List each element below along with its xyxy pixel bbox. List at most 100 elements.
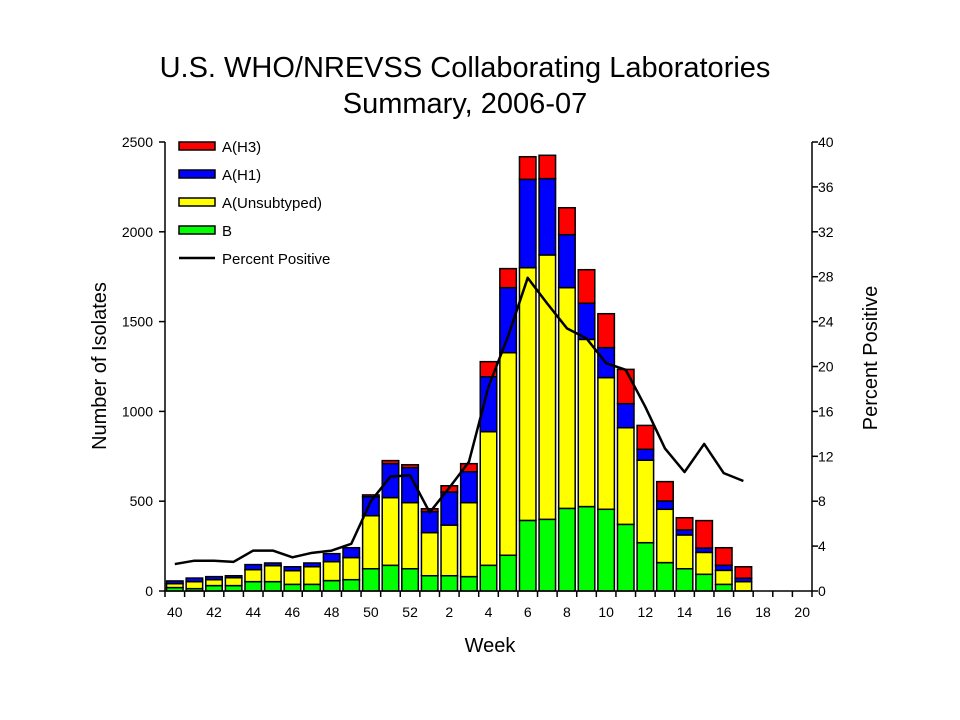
bar-segment-b-wk45 <box>263 580 282 592</box>
bar-segment-a-unsubtyped--wk17 <box>734 580 753 592</box>
y2-tick-label: 12 <box>818 448 834 464</box>
percent-positive-polyline <box>174 276 744 566</box>
bar-segment-a-h1--wk14 <box>675 529 694 536</box>
bar-segment-a-unsubtyped--wk48 <box>322 560 341 582</box>
bar-segment-a-h1--wk44 <box>244 563 263 571</box>
x-tick-label: 14 <box>677 604 693 620</box>
bar-segment-a-h1--wk7 <box>538 177 557 256</box>
y2-tick-label: 20 <box>818 359 834 375</box>
x-tick-label: 46 <box>285 604 301 620</box>
bar-segment-a-h3--wk9 <box>577 268 596 305</box>
bar-segment-a-unsubtyped--wk2 <box>440 524 459 577</box>
bar-segment-a-unsubtyped--wk51 <box>381 496 400 567</box>
x-tick-label: 48 <box>324 604 340 620</box>
bar-segment-b-wk2 <box>440 574 459 592</box>
bar-segment-a-unsubtyped--wk5 <box>499 351 518 557</box>
bar-segment-b-wk13 <box>655 561 674 592</box>
y-tick-label: 1500 <box>122 314 153 330</box>
bar-segment-a-h1--wk6 <box>518 178 537 269</box>
y2-tick-label: 40 <box>818 134 834 150</box>
bar-segment-a-unsubtyped--wk3 <box>459 501 478 578</box>
bar-segment-a-h1--wk42 <box>205 575 224 581</box>
bar-segment-a-h3--wk7 <box>538 154 557 180</box>
bar-segment-a-h3--wk10 <box>597 312 616 349</box>
bar-segment-b-wk7 <box>538 518 557 592</box>
bar-segment-a-h3--wk5 <box>499 267 518 289</box>
bar-segment-a-h1--wk13 <box>655 500 674 511</box>
bar-segment-a-unsubtyped--wk41 <box>185 580 204 590</box>
x-tick-label: 52 <box>402 604 418 620</box>
bar-segment-b-wk47 <box>303 583 322 592</box>
bar-segment-a-h3--wk11 <box>616 368 635 405</box>
bar-segment-a-unsubtyped--wk46 <box>283 569 302 586</box>
bar-segment-a-unsubtyped--wk1 <box>420 531 439 577</box>
bar-segment-a-h3--wk16 <box>714 546 733 567</box>
bar-segment-a-h1--wk40 <box>165 580 184 585</box>
legend-swatch-a-h1- <box>178 169 216 179</box>
bar-segment-a-unsubtyped--wk6 <box>518 266 537 522</box>
bar-segment-b-wk15 <box>695 573 714 592</box>
x-tick-label: 44 <box>245 604 261 620</box>
bar-segment-b-wk52 <box>401 567 420 592</box>
bar-segment-a-h3--wk14 <box>675 516 694 531</box>
percent-positive-line <box>174 276 744 566</box>
bar-segment-a-unsubtyped--wk49 <box>342 556 361 581</box>
y2-tick-label: 16 <box>818 403 834 419</box>
bar-segment-b-wk1 <box>420 574 439 592</box>
bar-segment-a-h3--wk12 <box>636 424 655 451</box>
bar-segment-b-wk46 <box>283 583 302 592</box>
bar-segment-a-h1--wk16 <box>714 564 733 572</box>
bar-segment-a-unsubtyped--wk43 <box>224 576 243 587</box>
bar-segment-a-h1--wk45 <box>263 562 282 567</box>
y2-tick-label: 4 <box>818 538 826 554</box>
legend-swatch-a-h3- <box>178 141 216 151</box>
x-tick-label: 2 <box>445 604 453 620</box>
bar-segment-a-unsubtyped--wk11 <box>616 426 635 526</box>
y-tick-label: 500 <box>130 493 154 509</box>
y2-tick-label: 8 <box>818 493 826 509</box>
bar-segment-a-h3--wk51 <box>381 459 400 465</box>
bar-segment-b-wk10 <box>597 508 616 592</box>
legend-label: A(Unsubtyped) <box>222 195 322 212</box>
bar-segment-a-h1--wk8 <box>557 233 576 289</box>
y-axis-label: Number of Isolates <box>89 282 111 450</box>
axes: 0500100015002000250004812162024283236404… <box>122 134 834 620</box>
bar-segment-b-wk51 <box>381 564 400 592</box>
bar-segment-b-wk12 <box>636 541 655 592</box>
y2-tick-label: 24 <box>818 314 834 330</box>
y2-tick-label: 36 <box>818 179 834 195</box>
bar-segment-a-h1--wk3 <box>459 470 478 504</box>
bar-segment-b-wk16 <box>714 583 733 592</box>
bar-segment-a-h1--wk47 <box>303 562 322 568</box>
y2-axis-label: Percent Positive <box>860 286 882 431</box>
bar-segment-a-unsubtyped--wk13 <box>655 508 674 564</box>
x-tick-label: 20 <box>794 604 810 620</box>
y2-tick-label: 28 <box>818 269 834 285</box>
legend-label: A(H3) <box>222 139 261 156</box>
bar-segment-a-unsubtyped--wk10 <box>597 376 616 511</box>
bar-segment-b-wk9 <box>577 505 596 592</box>
bar-segment-a-unsubtyped--wk47 <box>303 566 322 586</box>
x-tick-label: 6 <box>524 604 532 620</box>
bar-segment-a-h3--wk17 <box>734 566 753 579</box>
bar-segment-a-unsubtyped--wk42 <box>205 578 224 587</box>
bar-segment-a-unsubtyped--wk4 <box>479 430 498 567</box>
y-tick-label: 2000 <box>122 224 153 240</box>
x-axis-label: Week <box>465 635 517 657</box>
bar-segment-a-h1--wk46 <box>283 566 302 572</box>
bar-segment-b-wk6 <box>518 519 537 592</box>
bar-segment-b-wk8 <box>557 507 576 592</box>
bar-segment-a-h1--wk49 <box>342 546 361 559</box>
y-tick-label: 0 <box>145 583 153 599</box>
bar-segment-b-wk49 <box>342 578 361 592</box>
bar-segment-b-wk14 <box>675 567 694 592</box>
bar-segment-a-h3--wk13 <box>655 480 674 502</box>
bar-segment-a-unsubtyped--wk44 <box>244 568 263 583</box>
bar-segment-b-wk4 <box>479 564 498 592</box>
bar-segment-a-unsubtyped--wk45 <box>263 564 282 583</box>
bar-segment-b-wk44 <box>244 580 263 592</box>
bar-segment-a-h1--wk11 <box>616 402 635 429</box>
bar-segment-b-wk11 <box>616 523 635 592</box>
bar-segment-b-wk5 <box>499 554 518 592</box>
bar-segment-a-h3--wk50 <box>361 494 380 498</box>
